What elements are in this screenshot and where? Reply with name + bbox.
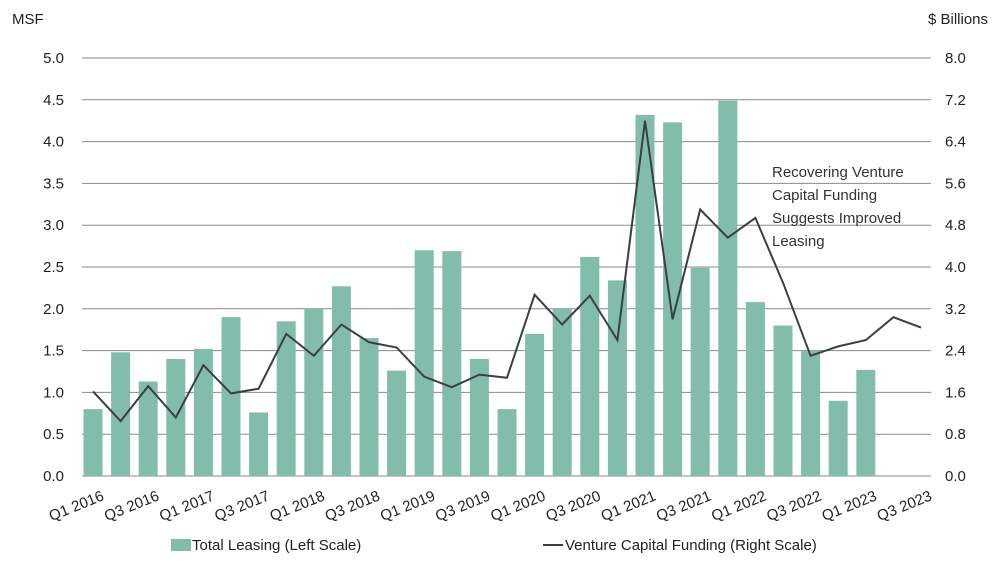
bar bbox=[221, 317, 241, 476]
bar-series bbox=[83, 100, 876, 477]
bar bbox=[111, 352, 131, 476]
bar bbox=[580, 256, 600, 476]
x-tick-label: Q3 2018 bbox=[323, 488, 383, 525]
left-tick-label: 2.0 bbox=[43, 301, 64, 318]
left-tick-label: 3.5 bbox=[43, 175, 64, 192]
bar bbox=[773, 325, 793, 476]
bar bbox=[387, 370, 407, 476]
bar bbox=[249, 412, 269, 476]
bar bbox=[663, 122, 683, 476]
right-tick-label: 0.8 bbox=[945, 426, 966, 443]
right-tick-label: 0.0 bbox=[945, 468, 966, 485]
bar bbox=[83, 409, 103, 476]
bar bbox=[138, 381, 158, 476]
bar bbox=[304, 308, 324, 476]
x-tick-label: Q1 2016 bbox=[47, 488, 107, 525]
right-tick-label: 4.0 bbox=[945, 259, 966, 276]
bar bbox=[690, 267, 710, 476]
bar bbox=[856, 369, 876, 476]
bar bbox=[331, 286, 351, 476]
x-tick-label: Q3 2021 bbox=[654, 488, 714, 525]
right-axis-unit: $ Billions bbox=[928, 11, 988, 28]
x-tick-label: Q3 2019 bbox=[433, 488, 493, 525]
x-tick-label: Q3 2017 bbox=[212, 488, 272, 525]
right-tick-label: 2.4 bbox=[945, 343, 966, 360]
line-series bbox=[92, 120, 922, 423]
left-tick-label: 1.5 bbox=[43, 343, 64, 360]
left-tick-label: 0.0 bbox=[43, 468, 64, 485]
left-axis-ticks: 0.0 0.5 1.0 1.5 2.0 2.5 3.0 3.5 4.0 4.5 5.0 bbox=[43, 50, 64, 485]
bar bbox=[359, 338, 379, 476]
x-tick-label: Q1 2018 bbox=[267, 488, 327, 525]
left-tick-label: 2.5 bbox=[43, 259, 64, 276]
right-tick-label: 6.4 bbox=[945, 134, 966, 151]
legend-bar-swatch bbox=[171, 539, 191, 551]
x-tick-label: Q3 2022 bbox=[764, 488, 824, 525]
bar bbox=[718, 100, 738, 477]
x-tick-label: Q1 2019 bbox=[378, 488, 438, 525]
left-tick-label: 0.5 bbox=[43, 426, 64, 443]
x-tick-label: Q1 2022 bbox=[709, 488, 769, 525]
right-tick-label: 4.8 bbox=[945, 217, 966, 234]
right-axis-ticks: 0.0 0.8 1.6 2.4 3.2 4.0 4.8 5.6 6.4 7.2 8.0 bbox=[945, 50, 966, 485]
bar bbox=[525, 333, 545, 476]
legend-line-label: Venture Capital Funding (Right Scale) bbox=[565, 537, 817, 554]
x-tick-label: Q1 2020 bbox=[488, 488, 548, 525]
annotation-line: Suggests Improved bbox=[772, 210, 901, 227]
left-axis-unit: MSF bbox=[12, 11, 44, 28]
bar bbox=[801, 350, 821, 476]
annotation: Recovering Venture Capital Funding Sugge… bbox=[772, 164, 904, 250]
bar bbox=[552, 308, 572, 476]
legend: Total Leasing (Left Scale) Venture Capit… bbox=[171, 537, 817, 554]
right-tick-label: 7.2 bbox=[945, 92, 966, 109]
x-tick-label: Q3 2020 bbox=[543, 488, 603, 525]
x-tick-label: Q3 2016 bbox=[102, 488, 162, 525]
bar bbox=[745, 302, 765, 476]
annotation-line: Capital Funding bbox=[772, 187, 877, 204]
x-tick-label: Q1 2021 bbox=[599, 488, 659, 525]
bar bbox=[193, 348, 213, 476]
x-tick-label: Q1 2023 bbox=[819, 488, 879, 525]
bar bbox=[276, 321, 296, 476]
legend-bar-label: Total Leasing (Left Scale) bbox=[192, 537, 361, 554]
right-tick-label: 5.6 bbox=[945, 175, 966, 192]
right-tick-label: 8.0 bbox=[945, 50, 966, 67]
left-tick-label: 5.0 bbox=[43, 50, 64, 67]
right-tick-label: 1.6 bbox=[945, 384, 966, 401]
x-tick-label: Q3 2023 bbox=[875, 488, 935, 525]
annotation-line: Recovering Venture bbox=[772, 164, 904, 181]
bar bbox=[828, 400, 848, 476]
bar bbox=[635, 114, 655, 477]
left-tick-label: 4.5 bbox=[43, 92, 64, 109]
bar bbox=[607, 280, 627, 476]
x-tick-label: Q1 2017 bbox=[157, 488, 217, 525]
bar bbox=[442, 251, 462, 476]
left-tick-label: 3.0 bbox=[43, 217, 64, 234]
annotation-line: Leasing bbox=[772, 233, 825, 250]
venture-capital-line bbox=[92, 120, 922, 423]
bar bbox=[469, 358, 489, 476]
left-tick-label: 1.0 bbox=[43, 384, 64, 401]
right-tick-label: 3.2 bbox=[945, 301, 966, 318]
left-tick-label: 4.0 bbox=[43, 134, 64, 151]
bar bbox=[414, 250, 434, 476]
bar bbox=[497, 409, 517, 476]
